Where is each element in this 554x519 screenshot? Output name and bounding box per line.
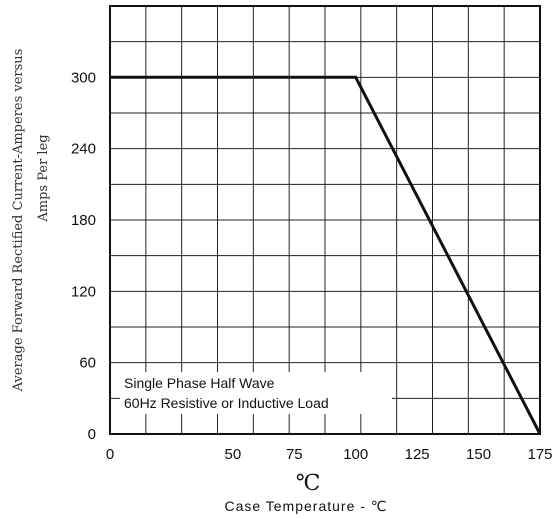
x-tick-label: 0: [106, 446, 114, 463]
x-axis-label: Case Temperature - ℃: [224, 498, 387, 514]
annotation-line-2: 60Hz Resistive or Inductive Load: [124, 395, 329, 411]
y-tick-label: 60: [79, 355, 96, 372]
annotation-line-1: Single Phase Half Wave: [124, 375, 275, 391]
y-tick-label: 0: [88, 426, 96, 443]
x-tick-label: 50: [225, 446, 242, 463]
derating-curve: [110, 75, 542, 435]
x-tick-label: 75: [286, 446, 303, 463]
y-tick-label: 240: [71, 141, 96, 158]
x-tick-label: 175: [527, 446, 552, 463]
plot-frame: [109, 5, 541, 435]
annotation-background: [120, 372, 392, 414]
y-axis-label-line-2: Amps Per leg: [36, 134, 51, 222]
x-tick-label: 150: [466, 446, 491, 463]
y-tick-label: 120: [71, 283, 96, 300]
annotation-box: Single Phase Half Wave 60Hz Resistive or…: [120, 372, 392, 414]
x-tick-labels: 0 50 75 100 125 150 175: [106, 446, 553, 463]
y-axis-label-line-1: Average Forward Rectified Current-Ampere…: [11, 49, 26, 393]
x-tick-label: 100: [343, 446, 368, 463]
x-tick-label: 125: [405, 446, 430, 463]
y-tick-labels: 0 60 120 180 240 300: [71, 69, 96, 443]
y-tick-label: 300: [71, 69, 96, 86]
y-tick-label: 180: [71, 212, 96, 229]
x-axis-unit-symbol: ℃: [296, 471, 321, 496]
